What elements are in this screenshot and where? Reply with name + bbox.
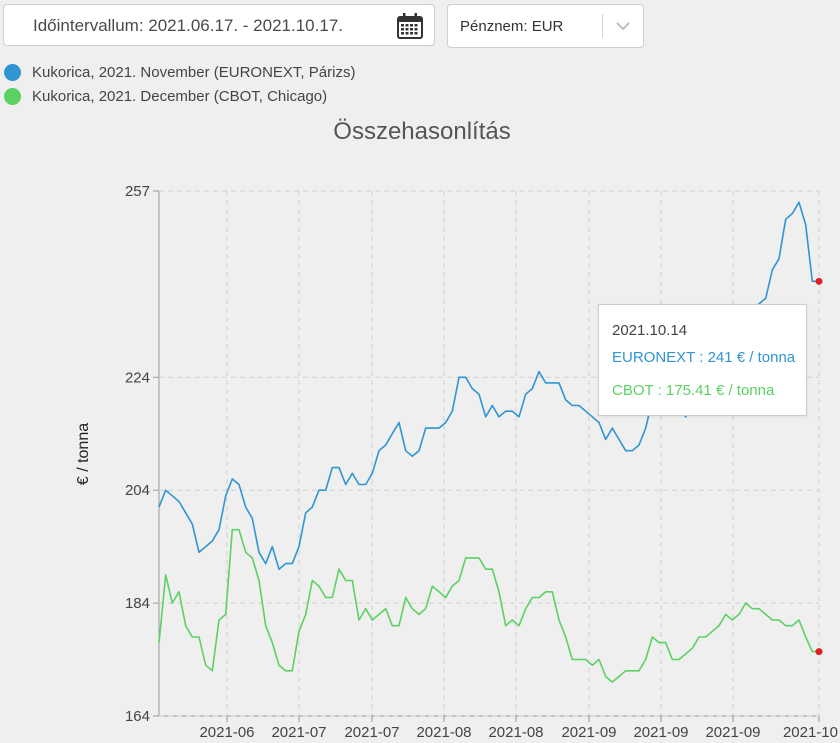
select-separator bbox=[602, 14, 603, 38]
tooltip-date: 2021.10.14 bbox=[612, 322, 688, 339]
x-tick-label: 2021-07 bbox=[271, 724, 326, 741]
y-tick-label: 224 bbox=[125, 369, 150, 386]
x-tick-label: 2021-09 bbox=[633, 724, 688, 741]
legend-item-euronext[interactable]: Kukorica, 2021. November (EURONEXT, Pári… bbox=[4, 62, 355, 82]
x-tick-label: 2021-07 bbox=[344, 724, 399, 741]
calendar-icon[interactable] bbox=[396, 12, 424, 40]
legend-marker-euronext bbox=[4, 63, 21, 81]
currency-select[interactable]: Pénznem: EUR bbox=[447, 4, 644, 48]
tooltip-euronext-value: EURONEXT : 241 € / tonna bbox=[612, 349, 796, 366]
y-tick-label: 204 bbox=[125, 482, 150, 499]
chart-title: Összehasonlítás bbox=[333, 118, 510, 145]
tooltip-cbot-value: CBOT : 175.41 € / tonna bbox=[612, 382, 775, 399]
x-tick-label: 2021-09 bbox=[561, 724, 616, 741]
legend-label-cbot: Kukorica, 2021. December (CBOT, Chicago) bbox=[32, 87, 328, 105]
y-tick-label: 164 bbox=[125, 708, 150, 725]
date-range-label: Időintervallum: 2021.06.17. - 2021.10.17… bbox=[33, 16, 343, 35]
x-tick-label: 2021-08 bbox=[488, 724, 543, 741]
series-end-marker-1 bbox=[815, 648, 823, 656]
line-chart: Összehasonlítás € / tonna 164 184 204 224 257 2… bbox=[75, 118, 838, 741]
legend-item-cbot[interactable]: Kukorica, 2021. December (CBOT, Chicago) bbox=[4, 86, 327, 106]
date-range-picker[interactable]: Időintervallum: 2021.06.17. - 2021.10.17… bbox=[3, 4, 435, 46]
chart-tooltip: 2021.10.14 EURONEXT : 241 € / tonna CBOT… bbox=[598, 304, 807, 416]
legend-marker-cbot bbox=[4, 87, 21, 105]
y-axis-label: € / tonna bbox=[75, 423, 92, 485]
y-tick-label: 184 bbox=[125, 595, 150, 612]
currency-label: Pénznem: EUR bbox=[460, 18, 564, 35]
legend-label-euronext: Kukorica, 2021. November (EURONEXT, Pári… bbox=[32, 63, 356, 81]
series-line-1 bbox=[158, 528, 819, 683]
x-tick-label: 2021-10 bbox=[783, 724, 838, 741]
x-tick-label: 2021-08 bbox=[416, 724, 471, 741]
y-tick-label: 257 bbox=[125, 183, 150, 200]
chevron-down-icon[interactable] bbox=[615, 19, 631, 33]
x-tick-label: 2021-06 bbox=[199, 724, 254, 741]
series-end-marker-0 bbox=[815, 277, 823, 285]
x-tick-label: 2021-09 bbox=[705, 724, 760, 741]
